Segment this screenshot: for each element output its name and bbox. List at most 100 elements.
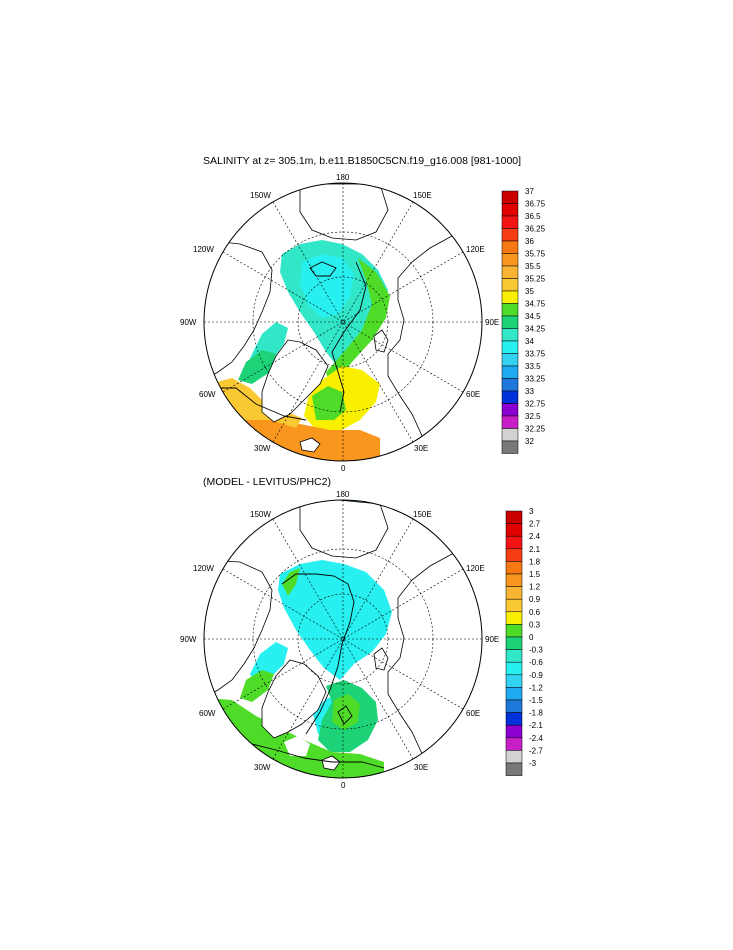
panel1-lon-90w: 90W: [180, 318, 197, 327]
panel2-arctic-basin-fill: [278, 560, 392, 680]
colorbar-label: 1.8: [529, 557, 541, 566]
colorbar-label: 35.5: [525, 262, 541, 271]
panel2-lon-30w: 30W: [254, 763, 271, 772]
colorbar-swatch: [501, 190, 519, 204]
colorbar-swatch: [505, 737, 523, 751]
colorbar-swatch: [505, 598, 523, 613]
colorbar-swatch: [505, 750, 523, 764]
colorbar-label: -0.9: [529, 671, 543, 680]
colorbar-swatch: [501, 253, 519, 267]
panel2-iceland-coast: [321, 755, 341, 771]
panel1-lon-60e: 60E: [466, 390, 480, 399]
colorbar-label: 0: [529, 633, 534, 642]
panel1-lon-60w: 60W: [199, 390, 216, 399]
colorbar-label: 2.4: [529, 532, 541, 541]
colorbar-swatch: [501, 328, 519, 342]
panel2-lon-120w: 120W: [193, 564, 214, 573]
panel2-lon-90e: 90E: [485, 635, 499, 644]
colorbar-label: 36.75: [525, 200, 546, 209]
panel2-greenland-patch: [284, 736, 310, 756]
panel2-lon-30e: 30E: [414, 763, 428, 772]
colorbar-swatch: [505, 573, 523, 587]
colorbar-swatch: [501, 240, 519, 254]
panel2-lon-60e: 60E: [466, 709, 480, 718]
panel2-contour-c: [251, 743, 385, 769]
colorbar-swatch: [505, 561, 523, 575]
colorbar-swatch: [501, 278, 519, 292]
panel1-lon-120e: 120E: [466, 245, 485, 254]
colorbar-label: 33.5: [525, 362, 541, 371]
colorbar-swatch: [501, 390, 519, 404]
colorbar-swatch: [505, 699, 523, 713]
colorbar-label: 34: [525, 337, 534, 346]
panel1-svalbard-coast: [373, 329, 389, 353]
panel1-inner-cyan: [300, 254, 354, 318]
colorbar-label: -2.4: [529, 734, 543, 743]
colorbar-label: 37: [525, 187, 534, 196]
panel2-map: [203, 499, 483, 779]
colorbar-label: -0.6: [529, 658, 543, 667]
colorbar-label: 35: [525, 287, 534, 296]
colorbar-label: -0.3: [529, 646, 543, 655]
colorbar-label: 32.25: [525, 425, 546, 434]
panel2-map-border: [203, 499, 483, 779]
panel1-lon-120w: 120W: [193, 245, 214, 254]
colorbar-swatch: [505, 762, 523, 776]
colorbar-label: 32.5: [525, 412, 541, 421]
panel1-colorbar: 37 36.75 36.5 36.25 36 35.75 35.5 35.25 35 34.75 3…: [501, 187, 546, 454]
panel2-lon-60w: 60W: [199, 709, 216, 718]
panel1-lon-150w: 150W: [250, 191, 271, 200]
colorbar-swatch: [505, 649, 523, 663]
colorbar-swatch: [501, 415, 519, 429]
panel1-iceland-coast: [299, 437, 321, 453]
colorbar-swatch: [501, 303, 519, 317]
colorbar-swatch: [501, 365, 519, 379]
panel2-inner-green: [332, 694, 360, 730]
colorbar-label: 34.25: [525, 325, 546, 334]
colorbar-label: 2.7: [529, 520, 541, 529]
colorbar-label: 36.5: [525, 212, 541, 221]
panel1-contour-b: [309, 261, 337, 277]
panel1-map-border: [203, 182, 483, 462]
panel1-lon-30e: 30E: [414, 444, 428, 453]
colorbar-label: 35.75: [525, 250, 546, 259]
panel2-green-edge: [282, 568, 300, 596]
panel1-siberia-coast: [299, 183, 389, 241]
panel2-siberia-coast: [299, 500, 389, 559]
colorbar-label: -3: [529, 759, 537, 768]
colorbar-label: 35.25: [525, 275, 546, 284]
colorbar-swatch: [505, 535, 523, 550]
panel2-greenland-coast: [261, 659, 327, 739]
colorbar-swatch: [501, 353, 519, 367]
colorbar-swatch: [505, 586, 523, 600]
colorbar-swatch: [501, 265, 519, 279]
colorbar-label: 0.9: [529, 595, 541, 604]
colorbar-swatch: [501, 215, 519, 229]
panel1-eurasia-coast: [387, 229, 482, 461]
colorbar-label: 36: [525, 237, 534, 246]
colorbar-swatch: [505, 661, 523, 676]
colorbar-swatch: [501, 315, 519, 329]
panel1-contour-c: [214, 387, 307, 421]
colorbar-swatch: [505, 611, 523, 625]
colorbar-swatch: [505, 523, 523, 537]
panel2-lon-90w: 90W: [180, 635, 197, 644]
colorbar-swatch: [505, 674, 523, 688]
colorbar-label: 33.75: [525, 350, 546, 359]
panel2-lon-150e: 150E: [413, 510, 432, 519]
colorbar-label: -1.2: [529, 683, 543, 692]
colorbar-label: -1.5: [529, 696, 543, 705]
panel2-lon-180: 180: [336, 490, 350, 499]
colorbar-label: -2.7: [529, 746, 543, 755]
panel2-title: (MODEL - LEVITUS/PHC2): [203, 476, 331, 488]
colorbar-label: 1.2: [529, 583, 541, 592]
panel1-greenland-coast: [261, 339, 329, 423]
colorbar-label: 34.75: [525, 300, 546, 309]
panel1-map: [203, 182, 483, 462]
colorbar-label: 36.25: [525, 225, 546, 234]
panel2-lon-120e: 120E: [466, 564, 485, 573]
colorbar-swatch: [501, 440, 519, 454]
colorbar-label: 0.6: [529, 608, 541, 617]
panel2-contour-b: [337, 705, 353, 725]
